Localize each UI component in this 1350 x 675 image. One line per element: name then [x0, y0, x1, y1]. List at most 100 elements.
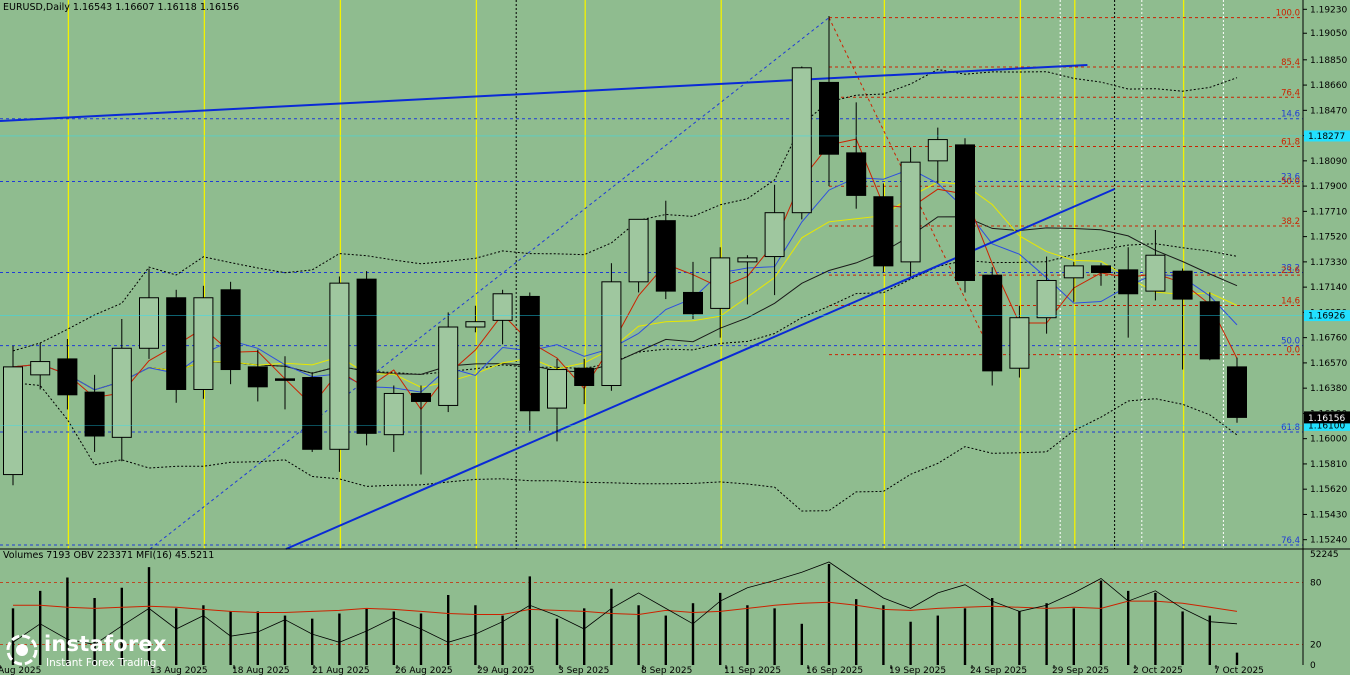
cyan-price-label-0: 1.18277 [1308, 132, 1345, 142]
indicator-header: Volumes 7193 OBV 223371 MFI(16) 45.5211 [3, 550, 214, 561]
candle-body-44 [1199, 301, 1220, 360]
candle-body-32 [873, 196, 894, 267]
price-label-9: 1.17520 [1310, 233, 1347, 243]
price-label-14: 1.16570 [1310, 359, 1347, 369]
candle-body-16 [438, 326, 459, 406]
fib-red-label-8: 0.0 [1286, 346, 1300, 356]
candle-body-26 [710, 257, 731, 309]
cyan-price-label-2: 1.16100 [1308, 421, 1345, 431]
support-trendline [285, 188, 1115, 550]
current-price-label: 1.16156 [1308, 414, 1345, 424]
candle-body-25 [683, 291, 703, 315]
price-label-21: 1.15240 [1310, 536, 1347, 546]
price-label-3: 1.18660 [1310, 81, 1347, 91]
cyan-price-box-1 [1304, 310, 1350, 322]
fib-red-label-3: 61.8 [1281, 137, 1300, 147]
brand-logo: instaforex Instant Forex Trading [6, 632, 176, 670]
candle-body-3 [84, 391, 105, 437]
candle-body-41 [1118, 269, 1139, 295]
current-price-box [1304, 411, 1350, 424]
cyan-price-label-1: 1.16926 [1308, 312, 1345, 322]
fib-red-label-6: 23.6 [1281, 266, 1300, 276]
price-label-6: 1.18090 [1310, 157, 1347, 167]
date-label-10: 19 Sep 2025 [889, 666, 946, 675]
candle-body-9 [247, 366, 268, 388]
fib-red-label-2: 76.4 [1281, 88, 1300, 98]
ma-blue-line [12, 168, 1238, 393]
candle-body-40 [1091, 265, 1111, 274]
candle-body-15 [411, 392, 431, 402]
symbol-header: EURUSD,Daily 1.16543 1.16607 1.16118 1.1… [3, 2, 239, 13]
candle-body-6 [166, 297, 187, 390]
candle-body-21 [574, 367, 595, 386]
price-label-10: 1.17330 [1310, 258, 1347, 268]
date-label-8: 11 Sep 2025 [724, 666, 781, 675]
price-label-1: 1.19050 [1310, 29, 1347, 39]
candle-body-33 [900, 161, 921, 263]
price-label-18: 1.15810 [1310, 460, 1347, 470]
candle-body-8 [220, 289, 241, 371]
candle-body-43 [1172, 270, 1193, 300]
price-label-2: 1.18850 [1310, 56, 1347, 66]
candle-body-11 [302, 377, 323, 450]
date-label-3: 21 Aug 2025 [312, 666, 370, 675]
candle-body-45 [1227, 366, 1247, 418]
date-label-9: 16 Sep 2025 [806, 666, 863, 675]
candle-body-10 [275, 378, 295, 381]
candle-body-7 [193, 297, 214, 390]
candle-body-37 [1009, 317, 1030, 369]
candle-body-23 [628, 218, 649, 283]
date-label-13: 2 Oct 2025 [1133, 666, 1183, 675]
candle-body-12 [329, 282, 350, 450]
fib-blue-label-4: 61.8 [1281, 423, 1300, 433]
date-label-5: 29 Aug 2025 [477, 666, 535, 675]
ma-yellow-line [12, 181, 1238, 391]
date-label-7: 8 Sep 2025 [641, 666, 692, 675]
candle-body-39 [1063, 265, 1084, 279]
candle-body-38 [1036, 279, 1057, 319]
price-label-13: 1.16760 [1310, 334, 1347, 344]
fib-red-label-1: 85.4 [1281, 58, 1300, 68]
candle-body-20 [547, 369, 567, 409]
obv-line [12, 561, 1238, 645]
candle-body-14 [383, 392, 404, 436]
candle-body-0 [3, 366, 23, 476]
candle-body-31 [846, 152, 867, 196]
price-label-11: 1.17140 [1310, 283, 1347, 293]
candle-body-28 [764, 212, 785, 258]
fib-red-label-5: 38.2 [1281, 217, 1300, 227]
date-label-0: Aug 2025 [0, 666, 41, 675]
candle-body-36 [982, 274, 1003, 372]
brand-name: instaforex [44, 632, 167, 656]
candle-body-2 [57, 358, 78, 396]
fib-blue-label-3: 50.0 [1281, 337, 1300, 347]
candle-body-13 [356, 278, 377, 434]
candle-body-19 [519, 295, 540, 412]
price-label-19: 1.15620 [1310, 485, 1347, 495]
price-label-0: 1.19230 [1310, 5, 1347, 15]
price-label-17: 1.16000 [1310, 435, 1347, 445]
sub-axis-label-0: 52245 [1310, 550, 1339, 560]
candle-body-27 [737, 257, 758, 263]
candle-body-42 [1145, 254, 1166, 292]
fib-red-label-7: 14.6 [1281, 296, 1300, 306]
date-label-2: 18 Aug 2025 [232, 666, 290, 675]
sub-axis-label-1: 80 [1310, 579, 1322, 589]
sub-axis-label-2: 20 [1310, 640, 1322, 650]
cyan-price-box-2 [1304, 419, 1350, 431]
candle-body-1 [30, 361, 51, 376]
candle-body-5 [139, 297, 159, 349]
price-label-7: 1.17900 [1310, 182, 1347, 192]
cyan-price-box-0 [1304, 130, 1350, 142]
mfi-line [13, 600, 1238, 616]
date-label-11: 24 Sep 2025 [970, 666, 1027, 675]
ma-red-line [12, 138, 1238, 411]
fib-blue-label-0: 14.6 [1281, 110, 1300, 120]
fib-red-label-0: 100.0 [1276, 9, 1300, 19]
fib-blue-label-5: 76.4 [1281, 536, 1300, 546]
candle-body-34 [927, 139, 948, 162]
fib-blue-label-2: 38.2 [1281, 264, 1300, 274]
price-label-15: 1.16380 [1310, 384, 1347, 394]
